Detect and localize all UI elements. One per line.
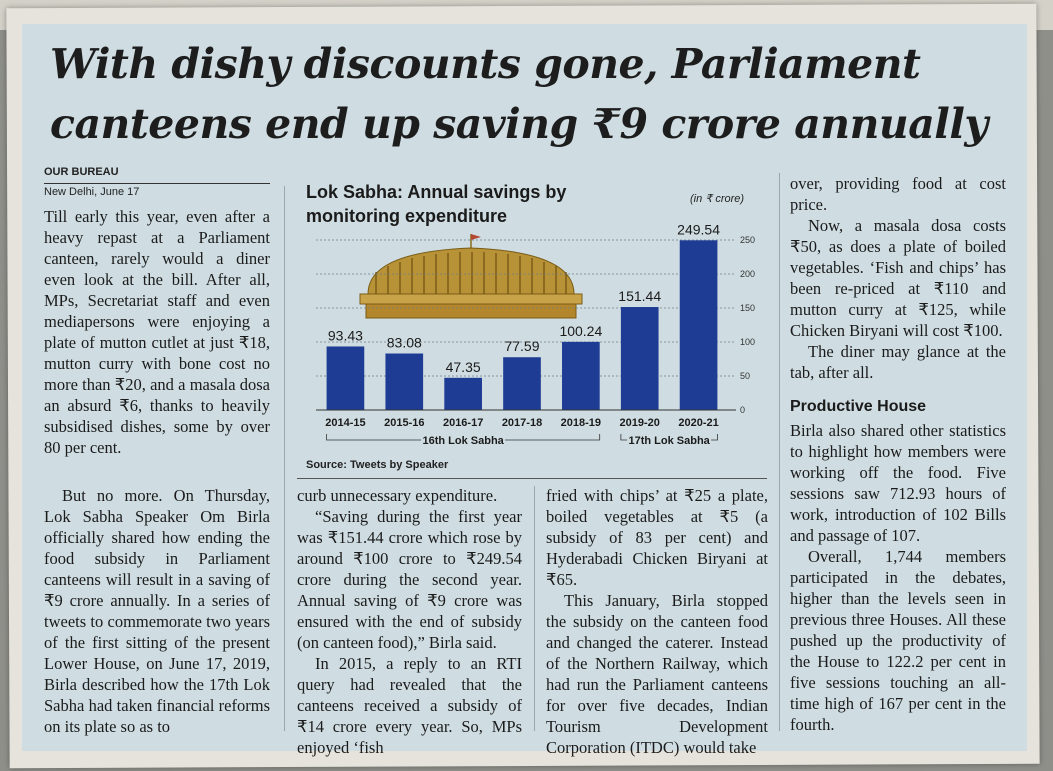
chart-bars: 93.43 83.08 47.35 77.59 100.24 151.44 249.54 bbox=[326, 222, 720, 410]
paragraph: But no more. On Thursday, Lok Sabha Spea… bbox=[44, 486, 270, 736]
bar bbox=[444, 377, 482, 410]
y-tick-label: 0 bbox=[740, 405, 745, 415]
group-label: 17th Lok Sabha bbox=[628, 435, 710, 447]
paragraph: Till early this year, even after a heavy… bbox=[44, 207, 270, 457]
paragraph: This January, Birla stopped the subsidy … bbox=[546, 591, 768, 757]
y-tick-label: 250 bbox=[740, 235, 755, 245]
bar-value-label: 83.08 bbox=[387, 335, 422, 351]
body-column-4: over, providing food at cost price. Now,… bbox=[790, 173, 1006, 383]
chart-x-axis: 2014-15 2015-16 2016-17 2017-18 2018-19 2019-… bbox=[316, 409, 736, 429]
bar-value-label: 151.44 bbox=[618, 288, 661, 304]
subheading: Productive House bbox=[790, 398, 927, 415]
chart-y-axis: 0 50 100 150 200 250 bbox=[740, 235, 755, 415]
chart-groups: 16th Lok Sabha 17th Lok Sabha bbox=[326, 433, 718, 447]
chart-bottom-rule bbox=[297, 478, 767, 479]
group-label: 16th Lok Sabha bbox=[422, 435, 504, 447]
bar bbox=[679, 240, 718, 410]
y-tick-label: 150 bbox=[740, 303, 755, 313]
body-column-4-lower: Birla also shared other statistics to hi… bbox=[790, 420, 1006, 735]
paragraph: fried with chips’ at ₹25 a plate, boiled… bbox=[546, 486, 768, 589]
dateline: New Delhi, June 17 bbox=[44, 186, 140, 198]
y-tick-label: 100 bbox=[740, 337, 755, 347]
savings-bar-chart: 93.43 83.08 47.35 77.59 100.24 151.44 249.54 0… bbox=[316, 222, 755, 447]
x-tick-label: 2017-18 bbox=[502, 417, 542, 429]
bar bbox=[385, 353, 424, 410]
group-label-bg bbox=[627, 433, 712, 447]
bar-value-label: 47.35 bbox=[446, 359, 481, 375]
bar-value-label: 249.54 bbox=[677, 222, 720, 237]
body-column-1: Till early this year, even after a heavy… bbox=[44, 206, 270, 458]
parliament-building-illustration bbox=[359, 234, 583, 319]
x-tick-label: 2018-19 bbox=[561, 417, 601, 429]
chart-title: Lok Sabha: Annual savings by monitoring … bbox=[306, 182, 567, 226]
chart-unit-label: (in ₹ crore) bbox=[690, 193, 745, 205]
bar bbox=[562, 341, 600, 410]
bar bbox=[326, 346, 365, 410]
body-column-3: fried with chips’ at ₹25 a plate, boiled… bbox=[546, 485, 768, 758]
headline: With dishy discounts gone, Parliament ca… bbox=[50, 40, 988, 148]
y-tick-label: 200 bbox=[740, 269, 755, 279]
chart-source: Source: Tweets by Speaker bbox=[306, 459, 449, 471]
paragraph: Overall, 1,744 members participated in t… bbox=[790, 547, 1006, 734]
paragraph: Now, a masala dosa costs ₹50, as does a … bbox=[790, 216, 1006, 340]
x-tick-label: 2020-21 bbox=[678, 417, 718, 429]
paragraph: over, providing food at cost price. bbox=[790, 174, 1006, 214]
bar bbox=[503, 357, 541, 410]
bar-value-label: 100.24 bbox=[559, 323, 602, 339]
paragraph: “Saving during the first year was ₹151.4… bbox=[297, 507, 522, 652]
group-label-bg bbox=[421, 433, 506, 447]
x-tick-label: 2014-15 bbox=[325, 417, 365, 429]
paragraph: The diner may glance at the tab, after a… bbox=[790, 342, 1006, 382]
column-rule bbox=[779, 173, 780, 731]
byline: OUR BUREAU bbox=[44, 166, 119, 178]
x-tick-label: 2015-16 bbox=[384, 417, 424, 429]
y-tick-label: 50 bbox=[740, 371, 750, 381]
column-rule bbox=[284, 186, 285, 731]
bar bbox=[620, 307, 659, 410]
x-tick-label: 2016-17 bbox=[443, 417, 483, 429]
x-tick-label: 2019-20 bbox=[620, 417, 660, 429]
bar-value-label: 93.43 bbox=[328, 327, 363, 343]
paragraph: Birla also shared other statistics to hi… bbox=[790, 421, 1006, 545]
paragraph: In 2015, a reply to an RTI query had rev… bbox=[297, 654, 522, 757]
body-column-1-lower: But no more. On Thursday, Lok Sabha Spea… bbox=[44, 485, 270, 737]
body-column-2: curb unnecessary expenditure. “Saving du… bbox=[297, 485, 522, 758]
byline-rule bbox=[44, 183, 270, 184]
bar-value-label: 77.59 bbox=[504, 338, 539, 354]
paragraph: curb unnecessary expenditure. bbox=[297, 486, 498, 505]
column-rule bbox=[534, 486, 535, 731]
